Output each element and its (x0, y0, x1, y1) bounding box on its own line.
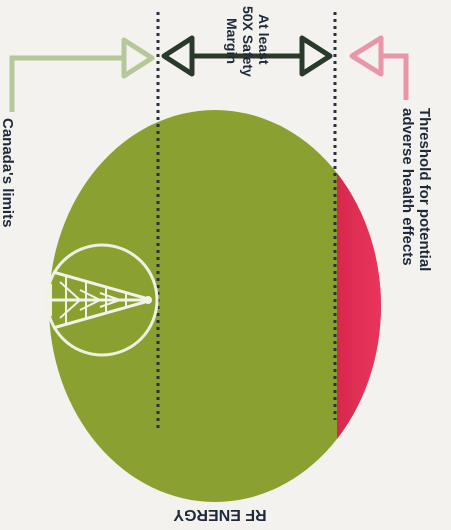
adverse-effects-zone (337, 110, 381, 502)
safety-margin-label: At least 50X Safety Margin (224, 6, 272, 77)
svg-text:Margin: Margin (224, 18, 240, 64)
safety-margin-arrow (161, 35, 333, 77)
svg-text:Threshold for potential: Threshold for potential (416, 108, 433, 271)
canada-limits-label: Canada's limits (0, 118, 16, 227)
svg-text:At least: At least (256, 14, 272, 65)
svg-text:adverse health effects: adverse health effects (399, 108, 416, 266)
svg-text:50X Safety: 50X Safety (240, 6, 256, 77)
rf-energy-field (49, 110, 381, 502)
threshold-arrow (349, 35, 409, 100)
canada-limits-arrow (9, 37, 155, 112)
threshold-label: Threshold for potential adverse health e… (399, 108, 433, 271)
cell-tower-icon (44, 243, 159, 357)
rf-energy-label: RF ENERGY (173, 506, 267, 523)
